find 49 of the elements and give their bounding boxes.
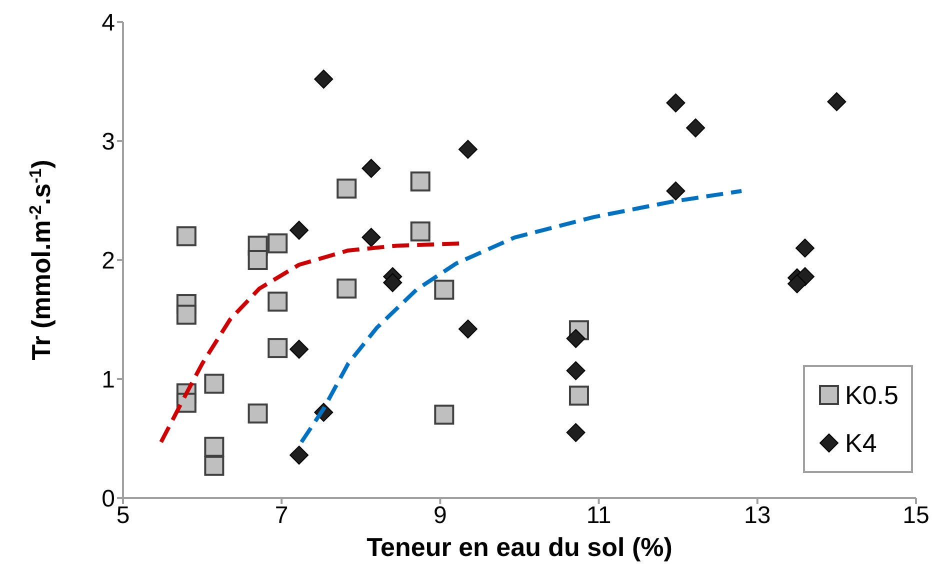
point bbox=[566, 329, 586, 348]
point bbox=[666, 93, 686, 112]
point bbox=[290, 340, 309, 359]
point bbox=[176, 304, 196, 325]
point bbox=[827, 92, 846, 112]
point bbox=[204, 436, 224, 457]
y-tick-label: 0 bbox=[102, 486, 115, 513]
point bbox=[204, 456, 224, 476]
legend-label: K4 bbox=[845, 428, 877, 458]
y-tick-label: 4 bbox=[102, 10, 115, 37]
point bbox=[268, 292, 288, 312]
y-tick-label: 1 bbox=[102, 366, 115, 394]
point bbox=[336, 278, 357, 299]
point bbox=[666, 181, 686, 200]
point bbox=[314, 70, 334, 89]
x-tick-label: 11 bbox=[586, 502, 612, 530]
point bbox=[204, 374, 224, 394]
x-tick-label: 15 bbox=[902, 502, 930, 530]
point bbox=[290, 446, 309, 465]
point bbox=[362, 158, 381, 178]
y-tick-label: 3 bbox=[102, 128, 115, 156]
point bbox=[458, 140, 478, 159]
point bbox=[268, 233, 288, 254]
point bbox=[458, 320, 478, 339]
point bbox=[248, 404, 268, 424]
point bbox=[410, 171, 430, 192]
point bbox=[410, 221, 430, 242]
point bbox=[566, 423, 586, 442]
x-axis-title: Teneur en eau du sol (%) bbox=[366, 532, 672, 562]
x-tick-label: 7 bbox=[274, 502, 288, 530]
x-tick-label: 9 bbox=[434, 502, 447, 530]
point bbox=[434, 404, 454, 425]
point bbox=[290, 220, 309, 240]
point bbox=[362, 228, 381, 247]
point bbox=[788, 274, 807, 294]
x-tick-label: 5 bbox=[116, 502, 130, 530]
point bbox=[568, 386, 589, 406]
point bbox=[176, 226, 196, 246]
point bbox=[248, 250, 268, 270]
point bbox=[268, 338, 288, 358]
point bbox=[795, 238, 814, 258]
point bbox=[383, 273, 402, 292]
point bbox=[336, 178, 357, 199]
point bbox=[566, 361, 586, 380]
x-tick-label: 13 bbox=[744, 502, 771, 530]
point bbox=[434, 280, 454, 300]
legend-label: K0.5 bbox=[845, 380, 898, 410]
point bbox=[686, 118, 706, 138]
y-tick-label: 2 bbox=[102, 248, 115, 275]
